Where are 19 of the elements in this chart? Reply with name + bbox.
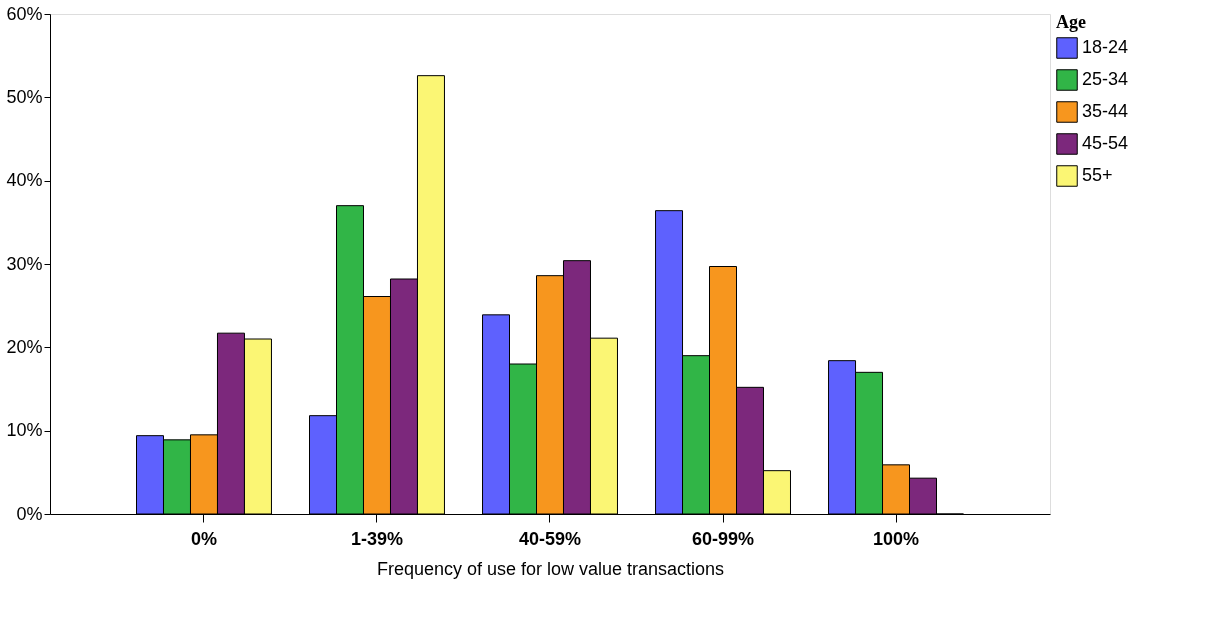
legend-label: 18-24 — [1082, 37, 1129, 57]
y-tick-label: 0% — [16, 503, 43, 524]
legend-label: 25-34 — [1082, 69, 1129, 89]
x-tick-label: 0% — [190, 528, 217, 549]
legend-label: 55+ — [1082, 165, 1113, 185]
y-tick-label: 40% — [6, 170, 43, 191]
legend-label: 35-44 — [1082, 101, 1129, 121]
y-tick-label: 20% — [6, 336, 43, 357]
x-tick-label: 60-99% — [691, 528, 755, 549]
y-tick-label: 60% — [6, 3, 43, 24]
y-tick-label: 10% — [6, 420, 43, 441]
legend-title: Age — [1056, 12, 1086, 32]
x-tick-label: 100% — [873, 528, 920, 549]
x-axis-title: Frequency of use for low value transactions — [376, 558, 725, 579]
y-tick-label: 50% — [6, 86, 43, 107]
x-tick-label: 1-39% — [350, 528, 404, 549]
legend-label: 45-54 — [1082, 133, 1129, 153]
y-tick-label: 30% — [6, 253, 43, 274]
x-tick-label: 40-59% — [518, 528, 582, 549]
